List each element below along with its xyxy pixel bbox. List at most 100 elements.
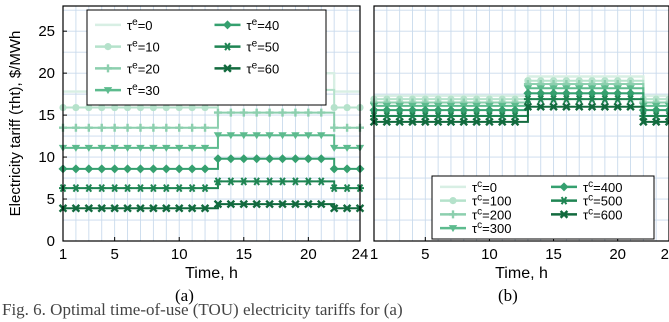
data-point <box>536 95 545 104</box>
data-point <box>562 102 571 111</box>
data-point <box>174 164 184 174</box>
data-point <box>162 123 171 132</box>
data-point <box>472 105 482 115</box>
data-point <box>382 105 392 115</box>
data-point <box>342 204 352 213</box>
data-point <box>136 144 145 152</box>
series-line <box>63 203 360 210</box>
data-point <box>395 105 405 115</box>
legend-marker <box>104 43 112 51</box>
legend: τe=0 τe=10 τe=20 τe=30 τe=40 τe=50 τe=60 <box>86 9 327 106</box>
data-point <box>651 105 661 115</box>
data-point <box>278 108 287 117</box>
data-point <box>265 177 274 186</box>
data-point <box>407 105 417 115</box>
data-point <box>84 164 94 174</box>
legend-marker <box>449 197 457 205</box>
series-τe=50 <box>59 177 364 193</box>
data-point <box>382 117 392 127</box>
data-point <box>123 204 132 213</box>
data-point <box>162 204 171 213</box>
data-point <box>239 177 248 186</box>
data-point <box>136 183 145 193</box>
data-point <box>549 102 558 111</box>
data-point <box>71 204 81 213</box>
y-tick-label: 0 <box>47 233 55 250</box>
data-point <box>330 183 339 193</box>
data-point <box>587 102 597 111</box>
data-point <box>278 154 288 164</box>
data-point <box>97 123 106 132</box>
data-point <box>98 103 106 112</box>
data-point <box>395 117 404 127</box>
data-point <box>317 132 326 140</box>
data-point <box>213 199 223 209</box>
legend-entry: τe=40 <box>214 17 280 33</box>
series-line <box>63 180 360 190</box>
data-point <box>600 85 610 93</box>
data-point <box>446 105 456 115</box>
data-point <box>446 111 455 121</box>
data-point <box>498 111 507 121</box>
data-point <box>484 105 494 115</box>
data-point <box>110 204 119 213</box>
data-point <box>201 183 210 193</box>
data-point <box>497 105 507 115</box>
x-tick-label: 20 <box>300 246 317 263</box>
data-point <box>485 117 494 127</box>
x-tick-label: 1 <box>370 246 378 263</box>
legend-marker <box>223 20 232 30</box>
legend-entry: τc=400 <box>551 179 622 195</box>
data-point <box>278 199 287 209</box>
data-point <box>330 103 338 112</box>
data-point <box>342 144 352 152</box>
y-tick-label: 15 <box>38 107 55 124</box>
data-point <box>252 132 261 140</box>
legend-entry: τe=60 <box>214 60 280 76</box>
data-point <box>97 144 106 152</box>
data-point <box>97 204 106 213</box>
data-point <box>213 132 223 140</box>
data-point <box>665 111 669 121</box>
data-point <box>110 123 119 132</box>
data-point <box>201 123 210 132</box>
data-point <box>200 144 210 152</box>
data-point <box>575 95 584 104</box>
legend-marker <box>559 210 569 219</box>
data-point <box>459 117 469 127</box>
data-point <box>111 103 119 112</box>
legend-marker <box>223 64 232 73</box>
legend-entry: τe=30 <box>95 82 160 98</box>
data-point <box>562 85 571 93</box>
x-tick-label: 20 <box>609 246 626 263</box>
x-tick-label: 15 <box>545 246 562 263</box>
data-point <box>408 117 417 127</box>
data-point <box>265 132 274 140</box>
data-point <box>149 204 158 213</box>
data-point <box>148 164 158 174</box>
legend-label: τe=40 <box>247 17 280 33</box>
y-tick-label: 10 <box>38 149 55 166</box>
data-point <box>71 183 80 193</box>
data-point <box>175 183 184 193</box>
plot-frame <box>373 5 669 242</box>
data-point <box>187 144 197 152</box>
legend-label: τe=60 <box>247 60 280 76</box>
data-point <box>317 177 326 186</box>
x-tick-label: 5 <box>110 246 118 263</box>
data-point <box>304 108 313 117</box>
data-point <box>161 164 171 174</box>
data-point <box>421 111 430 121</box>
data-point <box>84 183 93 193</box>
data-point <box>162 144 171 152</box>
y-tick-label: 5 <box>47 191 55 208</box>
data-point <box>600 95 609 104</box>
data-point <box>239 108 248 117</box>
legend-label: τc=400 <box>583 179 622 195</box>
data-point <box>213 177 222 186</box>
data-point <box>226 108 235 117</box>
data-point <box>575 85 584 93</box>
data-point <box>639 117 648 127</box>
data-point <box>446 117 456 127</box>
